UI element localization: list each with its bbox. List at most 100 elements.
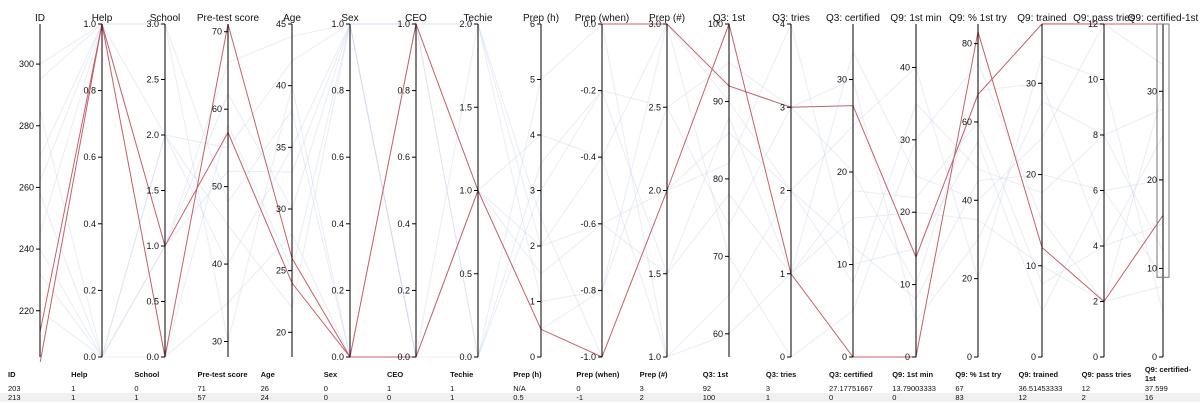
table-cell: 16 — [1144, 393, 1154, 402]
tick-label: 0.0 — [83, 352, 96, 362]
tick-label: 300 — [19, 59, 34, 69]
table-cell: 0 — [386, 393, 392, 402]
column-header-q3-certified[interactable]: Q3: certified — [829, 369, 873, 379]
tick-label: 10 — [1088, 75, 1098, 85]
tick-label: 0 — [842, 352, 847, 362]
table-cell: 0 — [576, 384, 581, 393]
tick-label: 0 — [780, 352, 785, 362]
table-cell: 1 — [450, 393, 455, 402]
column-header-q9-certified-1st[interactable]: Q9: certified-1st — [1144, 365, 1192, 383]
tick-label: 0.5 — [146, 297, 159, 307]
tick-label: 2.5 — [146, 75, 159, 85]
tick-label: 0.6 — [83, 152, 96, 162]
axis-q3-1st: Q3: 1st 60 70 80 90 100 — [708, 13, 745, 357]
table-cell: 92 — [702, 384, 712, 393]
column-header-sex[interactable]: Sex — [323, 369, 338, 379]
table-cell: 3 — [639, 384, 644, 393]
axis-help: Help 0.0 0.2 0.4 0.6 0.8 1.0 — [83, 13, 112, 362]
axis-title: Q9: 1st min — [890, 13, 941, 24]
axis-q9-certified-1st: Q9: certified-1st 0 10 20 30 — [1128, 13, 1199, 362]
tick-label: 40 — [900, 62, 910, 72]
column-header-prep[interactable]: Prep (#) — [639, 369, 668, 379]
axis-title: Prep (when) — [575, 13, 629, 24]
tick-label: 20 — [1147, 175, 1157, 185]
column-header-pre-test-score[interactable]: Pre-test score — [197, 369, 248, 379]
tick-label: 3.0 — [648, 19, 661, 29]
tick-label: 6 — [1093, 186, 1098, 196]
tick-label: 0 — [1152, 352, 1157, 362]
tick-label: 10 — [900, 280, 910, 290]
axis-title: Help — [92, 13, 113, 24]
tick-label: 2 — [780, 186, 785, 196]
axis-q9-1st-try: Q9: % 1st try 0 20 40 60 80 — [949, 13, 1007, 362]
tick-label: -0.8 — [580, 285, 596, 295]
axis-title: Pre-test score — [197, 13, 260, 24]
axis-title: Q3: certified — [826, 13, 880, 24]
table-cell: 13.79003333 — [892, 384, 936, 393]
axis-title: Q9: certified-1st — [1128, 13, 1199, 24]
column-header-techie[interactable]: Techie — [450, 369, 474, 379]
tick-label: 0.4 — [331, 219, 344, 229]
tick-label: 2.5 — [648, 102, 661, 112]
column-header-age[interactable]: Age — [260, 369, 275, 379]
tick-label: 10 — [1147, 263, 1157, 273]
tick-label: 60 — [212, 104, 222, 114]
tick-label: 30 — [900, 135, 910, 145]
column-header-id[interactable]: ID — [8, 369, 16, 379]
table-row[interactable]: 213 1 1 57 24 0 0 1 0.5 -1 2 100 1 0 0 83 12 2 16 — [0, 393, 1200, 402]
column-header-q9-pass-tries[interactable]: Q9: pass tries — [1081, 369, 1132, 379]
tick-label: -1.0 — [580, 352, 596, 362]
tick-label: 90 — [713, 96, 723, 106]
tick-label: 2.0 — [648, 186, 661, 196]
tick-label: 0.8 — [331, 86, 344, 96]
tick-label: 40 — [276, 81, 286, 91]
axis-title: Q9: pass tries — [1073, 13, 1135, 24]
tick-label: -0.2 — [580, 86, 596, 96]
tick-label: 1.5 — [648, 269, 661, 279]
table-cell: 27.17751667 — [829, 384, 873, 393]
table-cell: 0 — [829, 393, 834, 402]
axis-q3-tries: Q3: tries 0 1 2 3 4 — [772, 13, 810, 362]
tick-label: 1 — [780, 269, 785, 279]
table-row[interactable]: 203 1 0 71 26 0 1 1 N/A 0 3 92 3 27.17751667 13.790033… — [0, 384, 1200, 393]
column-header-q3-1st[interactable]: Q3: 1st — [702, 369, 729, 379]
axis-title: Q9: trained — [1017, 13, 1066, 24]
column-header-help[interactable]: Help — [71, 369, 88, 379]
column-header-ceo[interactable]: CEO — [386, 369, 404, 379]
axis-school: School 0.0 0.5 1.0 1.5 2.0 2.5 3.0 — [146, 13, 180, 362]
tick-label: 40 — [962, 195, 972, 205]
column-header-prep-h[interactable]: Prep (h) — [513, 369, 542, 379]
tick-label: 10 — [837, 260, 847, 270]
table-cell: N/A — [513, 384, 526, 393]
column-header-q9-1st-try[interactable]: Q9: % 1st try — [955, 369, 1002, 379]
table-cell: 57 — [197, 393, 206, 402]
tick-label: 1.0 — [397, 19, 410, 29]
tick-label: 70 — [212, 27, 222, 37]
tick-label: 50 — [212, 182, 222, 192]
column-header-q9-1st-min[interactable]: Q9: 1st min — [892, 369, 934, 379]
axis-q9-1st-min: Q9: 1st min 0 10 20 30 40 — [890, 13, 941, 362]
axis-title: CEO — [405, 13, 427, 24]
axis-id: ID 300 280 260 240 220 — [19, 13, 45, 357]
table-cell: 1 — [386, 384, 392, 393]
axis-sex: Sex 0.0 0.2 0.4 0.6 0.8 1.0 — [331, 13, 358, 362]
column-header-prep-when[interactable]: Prep (when) — [576, 369, 620, 379]
table-cell: 1 — [71, 384, 76, 393]
tick-label: 20 — [962, 274, 972, 284]
column-header-school[interactable]: School — [134, 369, 160, 379]
tick-label: -0.6 — [580, 219, 596, 229]
tick-label: 20 — [1026, 170, 1036, 180]
tick-label: 12 — [1088, 19, 1098, 29]
tick-label: 280 — [19, 121, 34, 131]
axis-title: Q3: tries — [772, 13, 810, 24]
highlighted-data-line — [39, 22, 1163, 362]
column-header-q9-trained[interactable]: Q9: trained — [1018, 369, 1059, 379]
brush-selection — [1156, 23, 1170, 278]
table-cell: 83 — [955, 393, 964, 402]
tick-label: 0.2 — [331, 285, 344, 295]
tick-label: 4 — [780, 19, 785, 29]
column-header-q3-tries[interactable]: Q3: tries — [765, 369, 797, 379]
table-cell: 1 — [134, 393, 139, 402]
